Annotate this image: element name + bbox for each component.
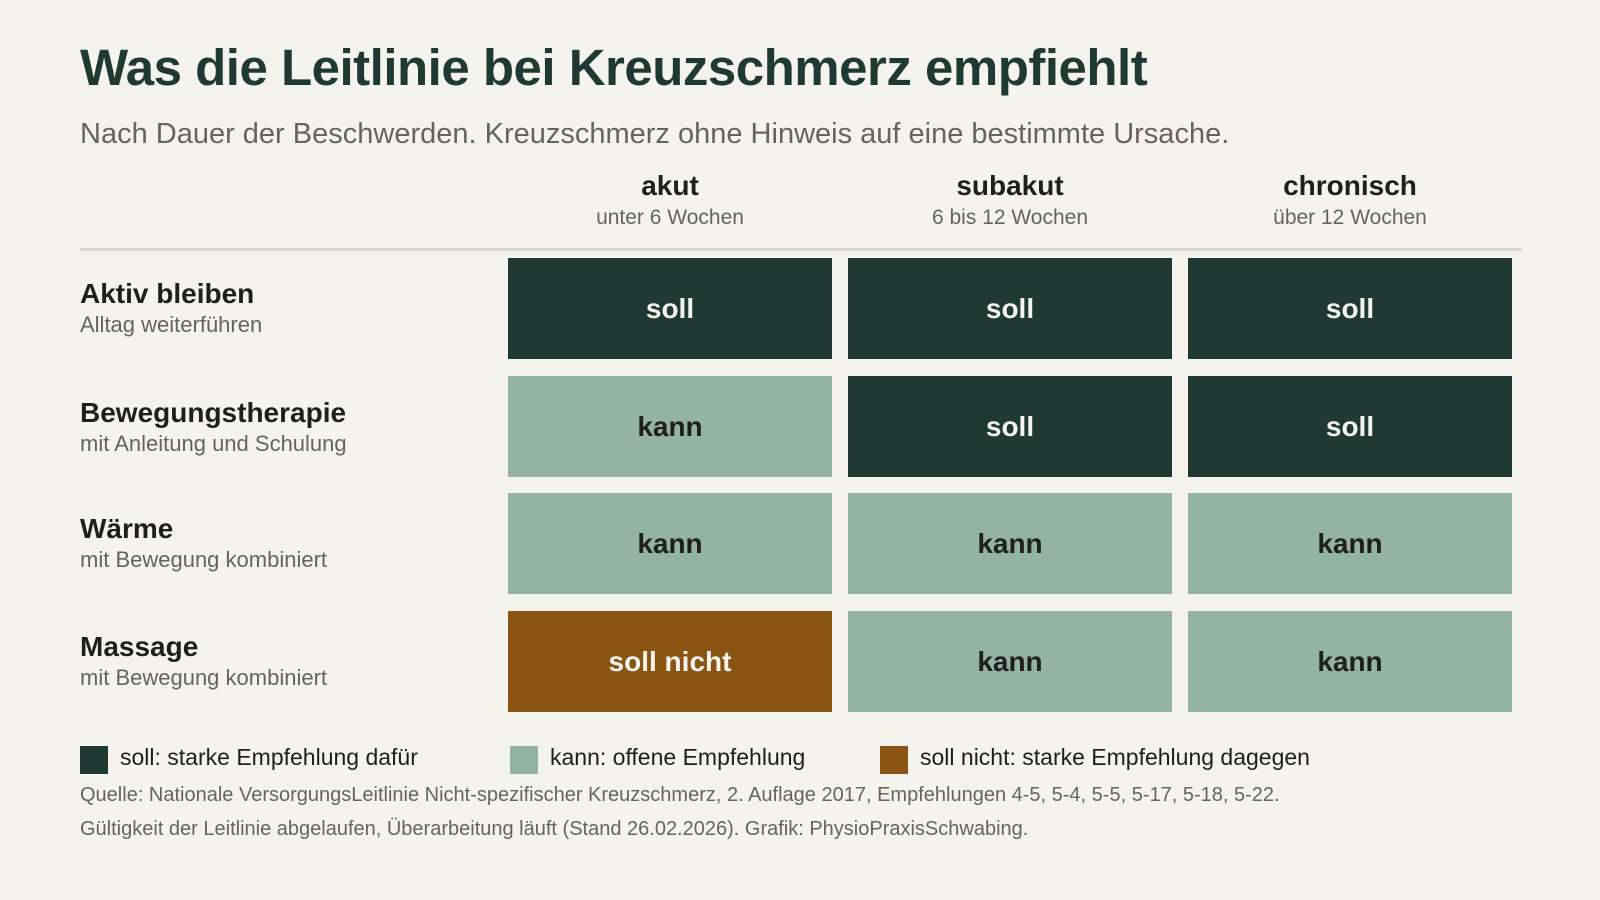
cell-kann: kann <box>848 611 1172 712</box>
cell-kann: kann <box>1188 493 1512 594</box>
row-description: Alltag weiterführen <box>80 312 263 337</box>
cell-kann: kann <box>1188 611 1512 712</box>
row-label: Aktiv bleiben Alltag weiterführen <box>80 278 480 338</box>
row-name: Bewegungstherapie <box>80 397 347 428</box>
header-divider <box>80 248 1522 251</box>
column-range: 6 bis 12 Wochen <box>931 206 1089 229</box>
source-line-2: Gültigkeit der Leitlinie abgelaufen, Übe… <box>80 818 1029 840</box>
source-line-1: Quelle: Nationale VersorgungsLeitlinie N… <box>80 784 1280 806</box>
legend-label: soll: starke Empfehlung dafür <box>120 744 418 770</box>
row-label: Wärme mit Bewegung kombiniert <box>80 513 480 573</box>
column-header-akut: akut unter 6 Wochen <box>508 170 832 230</box>
legend-label: kann: offene Empfehlung <box>550 744 806 770</box>
row-label: Bewegungstherapie mit Anleitung und Schul… <box>80 397 480 457</box>
row-description: mit Anleitung und Schulung <box>80 431 347 456</box>
column-range: unter 6 Wochen <box>596 206 744 229</box>
row-description: mit Bewegung kombiniert <box>80 547 328 572</box>
legend-swatch-kann <box>510 746 538 774</box>
cell-kann: kann <box>848 493 1172 594</box>
row-name: Wärme <box>80 513 174 544</box>
column-name: chronisch <box>1283 170 1417 201</box>
row-label: Massage mit Bewegung kombiniert <box>80 631 480 691</box>
row-name: Aktiv bleiben <box>80 278 255 309</box>
column-header-subakut: subakut 6 bis 12 Wochen <box>848 170 1172 230</box>
cell-kann: kann <box>508 493 832 594</box>
chart-title: Was die Leitlinie bei Kreuzschmerz empfi… <box>80 39 1148 96</box>
cell-soll: soll <box>508 258 832 359</box>
row-description: mit Bewegung kombiniert <box>80 665 328 690</box>
row-name: Massage <box>80 631 199 662</box>
cell-soll: soll <box>848 376 1172 477</box>
column-range: über 12 Wochen <box>1273 206 1427 229</box>
column-name: akut <box>641 170 699 201</box>
cell-soll: soll <box>1188 258 1512 359</box>
column-header-chronisch: chronisch über 12 Wochen <box>1188 170 1512 230</box>
cell-soll-nicht: soll nicht <box>508 611 832 712</box>
cell-soll: soll <box>848 258 1172 359</box>
cell-kann: kann <box>508 376 832 477</box>
legend-swatch-soll-nicht <box>880 746 908 774</box>
column-name: subakut <box>956 170 1064 201</box>
chart-subtitle: Nach Dauer der Beschwerden. Kreuzschmerz… <box>80 118 1230 150</box>
legend-label: soll nicht: starke Empfehlung dagegen <box>920 744 1310 770</box>
cell-soll: soll <box>1188 376 1512 477</box>
legend-swatch-soll <box>80 746 108 774</box>
